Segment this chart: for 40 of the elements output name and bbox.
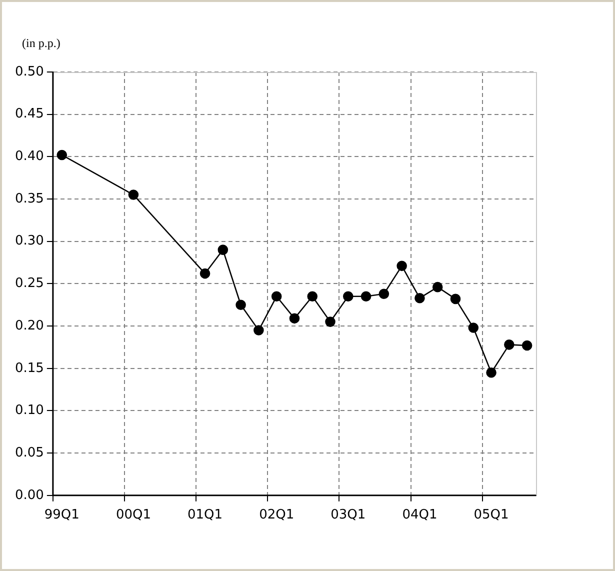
point <box>432 282 443 292</box>
point <box>128 190 139 200</box>
y-tick-label: 0.25 <box>14 276 44 292</box>
point <box>450 294 461 304</box>
point <box>414 292 425 304</box>
x-tick-label: 02Q1 <box>259 508 294 523</box>
y-tick-label: 0.20 <box>14 318 44 334</box>
point <box>486 367 496 378</box>
point <box>236 300 246 310</box>
y-tick-label: 0.05 <box>14 445 44 460</box>
x-tick-label: 03Q1 <box>330 508 366 523</box>
point <box>522 340 532 351</box>
point <box>56 150 68 160</box>
x-tick-label: 04Q1 <box>402 508 438 523</box>
point <box>254 325 264 336</box>
point <box>200 268 210 279</box>
point <box>271 291 282 302</box>
y-tick-label: 0.00 <box>14 488 44 503</box>
point <box>307 291 318 302</box>
point <box>325 316 336 327</box>
y-tick-label: 0.30 <box>14 234 44 249</box>
y-tick-label: 0.50 <box>14 64 44 80</box>
x-tick-label: 01Q1 <box>187 508 223 523</box>
point <box>468 322 479 333</box>
point <box>360 291 372 302</box>
x-tick-label: 99Q1 <box>44 508 80 523</box>
x-tick-label: 05Q1 <box>474 508 509 523</box>
point <box>289 313 300 324</box>
y-tick-label: 0.10 <box>14 403 44 418</box>
y-axis-title: (in p.p.) <box>22 36 60 50</box>
point <box>504 340 514 350</box>
point <box>396 260 407 272</box>
point <box>218 244 228 255</box>
y-tick-label: 0.35 <box>14 191 44 206</box>
y-tick-label: 0.45 <box>14 106 44 122</box>
y-tick-label: 0.15 <box>14 360 44 376</box>
x-tick-label: 00Q1 <box>116 508 151 523</box>
y-tick-label: 0.40 <box>14 149 44 164</box>
point <box>342 291 354 302</box>
point <box>378 288 390 300</box>
